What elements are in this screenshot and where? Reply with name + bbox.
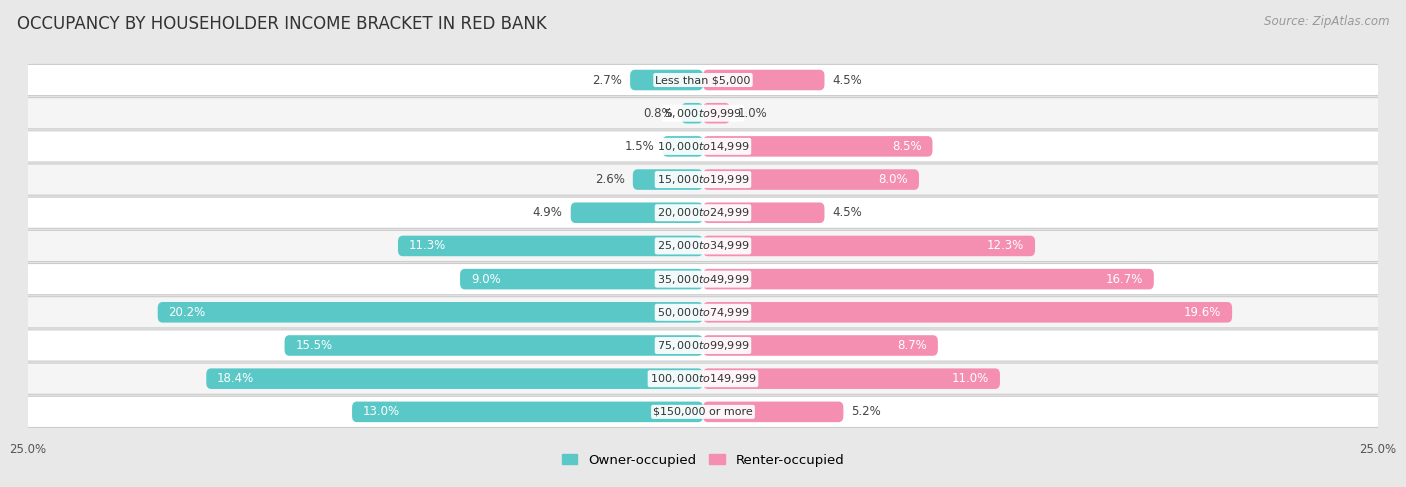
Text: $25,000 to $34,999: $25,000 to $34,999 [657, 240, 749, 252]
FancyBboxPatch shape [207, 368, 703, 389]
Text: 12.3%: 12.3% [987, 240, 1024, 252]
Text: 9.0%: 9.0% [471, 273, 501, 285]
FancyBboxPatch shape [22, 197, 1384, 228]
Text: $15,000 to $19,999: $15,000 to $19,999 [657, 173, 749, 186]
FancyBboxPatch shape [703, 136, 932, 157]
FancyBboxPatch shape [22, 297, 1384, 328]
Text: $20,000 to $24,999: $20,000 to $24,999 [657, 206, 749, 219]
FancyBboxPatch shape [703, 402, 844, 422]
Text: 1.0%: 1.0% [738, 107, 768, 120]
FancyBboxPatch shape [398, 236, 703, 256]
Text: 2.6%: 2.6% [595, 173, 624, 186]
Text: $100,000 to $149,999: $100,000 to $149,999 [650, 372, 756, 385]
FancyBboxPatch shape [703, 236, 1035, 256]
FancyBboxPatch shape [703, 169, 920, 190]
Text: 2.7%: 2.7% [592, 74, 621, 87]
FancyBboxPatch shape [571, 203, 703, 223]
Text: 0.8%: 0.8% [644, 107, 673, 120]
FancyBboxPatch shape [703, 103, 730, 124]
FancyBboxPatch shape [703, 368, 1000, 389]
Text: 13.0%: 13.0% [363, 405, 399, 418]
Text: $5,000 to $9,999: $5,000 to $9,999 [664, 107, 742, 120]
FancyBboxPatch shape [703, 203, 824, 223]
FancyBboxPatch shape [460, 269, 703, 289]
Text: 20.2%: 20.2% [169, 306, 205, 319]
FancyBboxPatch shape [157, 302, 703, 322]
FancyBboxPatch shape [703, 302, 1232, 322]
Text: $50,000 to $74,999: $50,000 to $74,999 [657, 306, 749, 319]
Text: $75,000 to $99,999: $75,000 to $99,999 [657, 339, 749, 352]
FancyBboxPatch shape [662, 136, 703, 157]
FancyBboxPatch shape [22, 396, 1384, 428]
FancyBboxPatch shape [22, 97, 1384, 129]
Text: 11.3%: 11.3% [409, 240, 446, 252]
Text: 8.0%: 8.0% [879, 173, 908, 186]
FancyBboxPatch shape [22, 230, 1384, 262]
FancyBboxPatch shape [22, 64, 1384, 95]
Text: 5.2%: 5.2% [852, 405, 882, 418]
FancyBboxPatch shape [22, 164, 1384, 195]
FancyBboxPatch shape [22, 131, 1384, 162]
Text: $35,000 to $49,999: $35,000 to $49,999 [657, 273, 749, 285]
Text: 4.9%: 4.9% [533, 206, 562, 219]
Text: 16.7%: 16.7% [1105, 273, 1143, 285]
Text: 18.4%: 18.4% [217, 372, 254, 385]
FancyBboxPatch shape [22, 363, 1384, 394]
Text: 8.5%: 8.5% [891, 140, 922, 153]
Text: 4.5%: 4.5% [832, 206, 862, 219]
Text: 19.6%: 19.6% [1184, 306, 1222, 319]
Text: $10,000 to $14,999: $10,000 to $14,999 [657, 140, 749, 153]
FancyBboxPatch shape [284, 335, 703, 356]
Text: Less than $5,000: Less than $5,000 [655, 75, 751, 85]
FancyBboxPatch shape [22, 330, 1384, 361]
Text: 15.5%: 15.5% [295, 339, 332, 352]
Text: $150,000 or more: $150,000 or more [654, 407, 752, 417]
Text: 8.7%: 8.7% [897, 339, 927, 352]
Text: 11.0%: 11.0% [952, 372, 990, 385]
FancyBboxPatch shape [633, 169, 703, 190]
Text: OCCUPANCY BY HOUSEHOLDER INCOME BRACKET IN RED BANK: OCCUPANCY BY HOUSEHOLDER INCOME BRACKET … [17, 15, 547, 33]
FancyBboxPatch shape [352, 402, 703, 422]
Text: 4.5%: 4.5% [832, 74, 862, 87]
FancyBboxPatch shape [703, 70, 824, 90]
Legend: Owner-occupied, Renter-occupied: Owner-occupied, Renter-occupied [557, 448, 849, 472]
FancyBboxPatch shape [682, 103, 703, 124]
Text: Source: ZipAtlas.com: Source: ZipAtlas.com [1264, 15, 1389, 28]
FancyBboxPatch shape [703, 269, 1154, 289]
FancyBboxPatch shape [703, 335, 938, 356]
Text: 1.5%: 1.5% [624, 140, 654, 153]
FancyBboxPatch shape [22, 263, 1384, 295]
FancyBboxPatch shape [630, 70, 703, 90]
